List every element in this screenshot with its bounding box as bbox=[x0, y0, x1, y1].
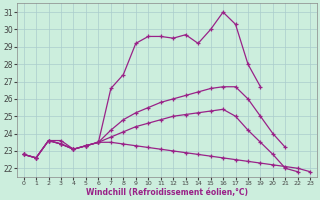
X-axis label: Windchill (Refroidissement éolien,°C): Windchill (Refroidissement éolien,°C) bbox=[86, 188, 248, 197]
